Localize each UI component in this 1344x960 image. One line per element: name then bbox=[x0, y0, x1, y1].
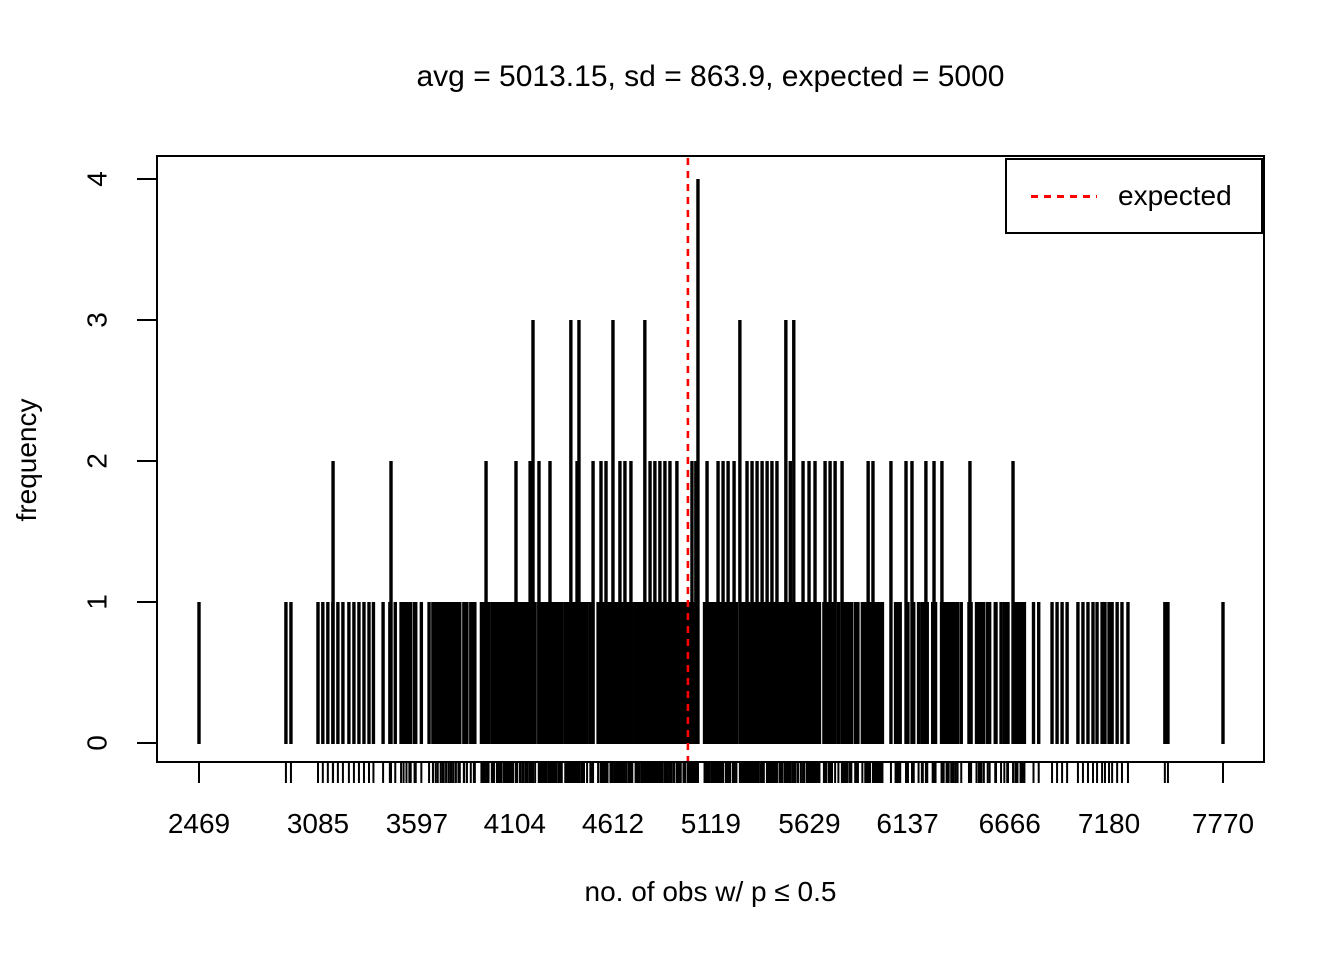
legend-label: expected bbox=[1118, 180, 1232, 211]
y-tick-label: 3 bbox=[82, 312, 113, 328]
x-axis-labels: 2469 3085 3597 4104 4612 5119 5629 6137 6666 7180… bbox=[168, 808, 1254, 839]
expected-line-sample-icon bbox=[1031, 194, 1097, 198]
legend: expected bbox=[1005, 158, 1263, 234]
x-tick-label: 7180 bbox=[1078, 808, 1140, 839]
x-tick-label: 3597 bbox=[386, 808, 448, 839]
y-axis: 0 1 2 3 4 bbox=[82, 171, 157, 751]
x-tick-label: 6666 bbox=[979, 808, 1041, 839]
x-tick-label: 7770 bbox=[1192, 808, 1254, 839]
frequency-spikes bbox=[197, 179, 1225, 744]
x-tick-label: 5119 bbox=[681, 808, 741, 839]
x-tick-label: 2469 bbox=[168, 808, 230, 839]
x-tick-label: 6137 bbox=[876, 808, 938, 839]
y-axis-label: frequency bbox=[11, 398, 42, 522]
chart-title: avg = 5013.15, sd = 863.9, expected = 50… bbox=[416, 60, 1005, 93]
y-tick-label: 2 bbox=[82, 453, 113, 469]
x-tick-label: 4612 bbox=[582, 808, 644, 839]
y-tick-label: 4 bbox=[82, 171, 113, 187]
plot-border bbox=[156, 155, 1265, 763]
x-axis-rug bbox=[198, 763, 1224, 783]
x-tick-label: 3085 bbox=[287, 808, 349, 839]
y-tick-label: 0 bbox=[82, 735, 113, 751]
y-tick-label: 1 bbox=[82, 594, 113, 610]
x-tick-label: 4104 bbox=[484, 808, 546, 839]
x-axis-label: no. of obs w/ p ≤ 0.5 bbox=[584, 876, 837, 907]
x-tick-label: 5629 bbox=[778, 808, 840, 839]
